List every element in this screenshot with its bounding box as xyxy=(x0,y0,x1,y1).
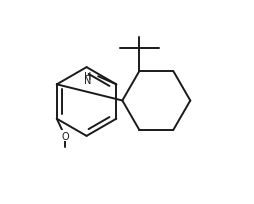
Text: O: O xyxy=(61,131,69,141)
Text: N: N xyxy=(84,76,91,86)
Text: H: H xyxy=(84,72,91,82)
